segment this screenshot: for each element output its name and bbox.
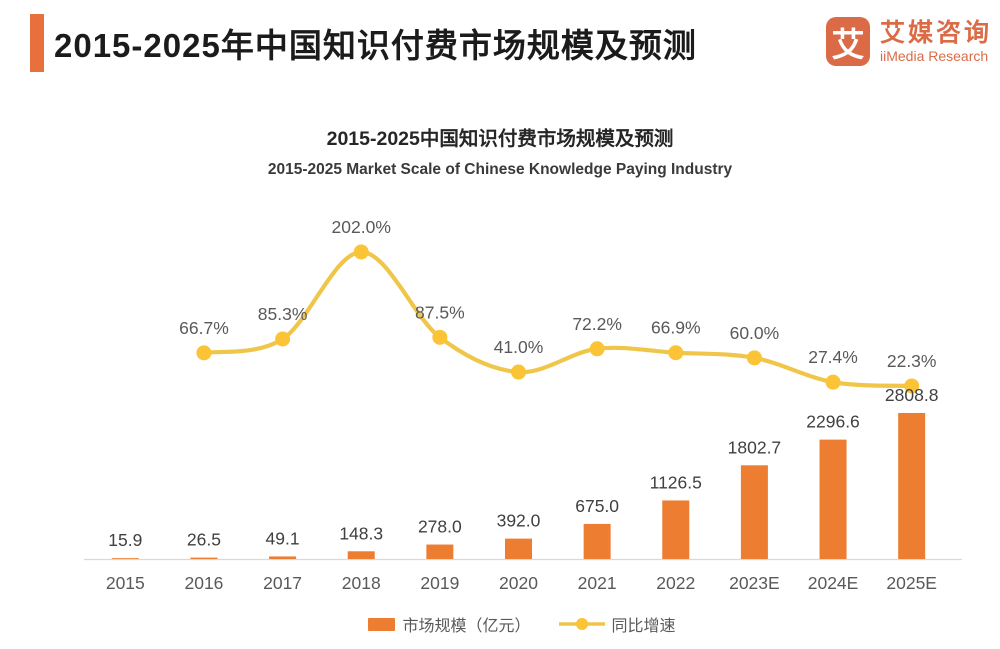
header-accent-bar (30, 14, 44, 72)
bar-value-label-2016: 26.5 (187, 530, 221, 550)
x-axis-label-2024E: 2024E (808, 573, 859, 593)
chart-legend: 市场规模（亿元） 同比增速 (22, 612, 1000, 636)
growth-value-label-2022: 66.9% (651, 318, 701, 338)
bar-2019 (426, 544, 454, 559)
bar-value-label-2020: 392.0 (497, 511, 541, 531)
bar-value-label-2021: 675.0 (575, 496, 619, 516)
bar-value-label-2023E: 1802.7 (728, 437, 782, 457)
growth-value-label-2017: 85.3% (258, 304, 308, 324)
bar-2020 (505, 538, 532, 559)
logo-text: 艾媒咨询 iiMedia Research (880, 19, 992, 65)
bar-2025E (898, 413, 926, 559)
growth-value-label-2023E: 60.0% (730, 323, 780, 343)
line-marker-2016 (196, 345, 212, 361)
x-axis-label-2023E: 2023E (729, 573, 780, 593)
line-marker-2018 (353, 244, 369, 260)
bar-2016 (190, 557, 218, 559)
logo-name-cn: 艾媒咨询 (880, 18, 993, 47)
line-series-glyph (558, 618, 605, 630)
x-axis-label-2016: 2016 (184, 573, 223, 593)
bar-2021 (583, 523, 611, 559)
bar-2023E (740, 465, 768, 559)
legend-label-growth-rate: 同比增速 (611, 618, 676, 635)
header-bar: 2015-2025年中国知识付费市场规模及预测 (30, 14, 697, 72)
legend-item-growth-rate: 同比增速 (558, 612, 676, 636)
bar-series-swatch (368, 617, 396, 631)
legend-item-market-scale: 市场规模（亿元） (368, 612, 531, 636)
bar-2022 (662, 500, 690, 559)
bar-value-label-2017: 49.1 (266, 528, 300, 548)
growth-value-label-2021: 72.2% (572, 314, 622, 334)
x-axis-label-2018: 2018 (342, 573, 381, 593)
growth-value-label-2024E: 27.4% (808, 347, 858, 367)
growth-value-label-2016: 66.7% (179, 318, 229, 338)
bar-value-label-2024E: 2296.6 (806, 412, 860, 432)
bar-value-label-2015: 15.9 (108, 530, 142, 550)
growth-value-label-2025E: 22.3% (887, 351, 937, 371)
line-marker-2023E (746, 350, 762, 366)
line-marker-2024E (825, 374, 841, 390)
bar-2018 (347, 551, 375, 559)
page-title: 2015-2025年中国知识付费市场规模及预测 (54, 27, 697, 64)
iimedia-logo-icon: 艾 (826, 17, 870, 66)
chart-title: 2015-2025中国知识付费市场规模及预测 (326, 128, 674, 150)
iimedia-logo: 艾 艾媒咨询 iiMedia Research (826, 17, 992, 66)
bar-value-label-2025E: 2808.8 (885, 385, 939, 405)
x-axis-label-2020: 2020 (499, 573, 538, 593)
bar-2015 (111, 558, 139, 559)
bar-value-label-2022: 1126.5 (650, 472, 702, 492)
bar-value-label-2019: 278.0 (418, 517, 462, 537)
growth-value-label-2019: 87.5% (415, 302, 465, 322)
bar-2017 (269, 556, 297, 559)
x-axis-label-2021: 2021 (578, 573, 617, 593)
x-axis-label-2025E: 2025E (886, 573, 937, 593)
bar-value-label-2018: 148.3 (339, 523, 383, 543)
x-axis-label-2015: 2015 (106, 573, 145, 593)
x-axis-label-2019: 2019 (420, 573, 459, 593)
x-axis-label-2017: 2017 (263, 573, 302, 593)
x-axis-label-2022: 2022 (656, 573, 695, 593)
bar-2024E (819, 439, 847, 559)
growth-line (201, 249, 914, 389)
logo-name-en: iiMedia Research (880, 47, 989, 64)
line-marker-2021 (589, 341, 605, 357)
line-marker-2017 (275, 331, 291, 347)
logo-icon-char: 艾 (831, 25, 865, 63)
legend-label-market-scale: 市场规模（亿元） (402, 618, 531, 635)
line-marker-2025E (904, 378, 920, 394)
line-marker-2019 (432, 329, 448, 345)
line-marker-2022 (668, 345, 684, 361)
chart-subtitle: 2015-2025 Market Scale of Chinese Knowle… (267, 161, 733, 178)
line-marker-2020 (511, 364, 526, 380)
growth-value-label-2020: 41.0% (494, 337, 544, 357)
growth-value-label-2018: 202.0% (332, 217, 391, 237)
